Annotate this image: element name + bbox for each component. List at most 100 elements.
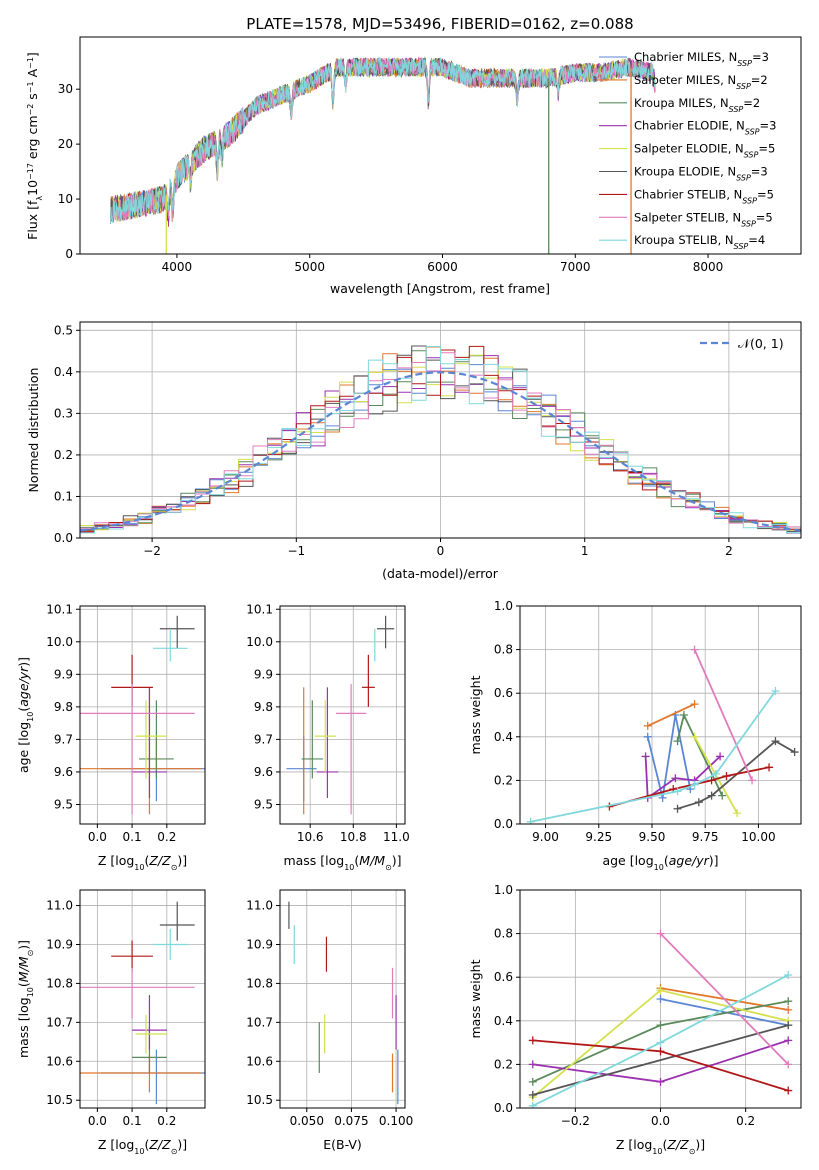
y-tick-label: 9.8 — [54, 700, 73, 714]
y-tick-label: 10.1 — [46, 602, 73, 616]
weight-marker-8 — [673, 787, 682, 796]
weight-marker-6 — [528, 1036, 537, 1045]
y-tick-label: 0.8 — [494, 643, 513, 657]
weight-marker-2 — [656, 1021, 665, 1030]
weight-marker-2 — [718, 791, 727, 800]
x-tick-label: 5000 — [294, 260, 325, 274]
y-tick-label: 0.4 — [494, 730, 513, 744]
y-tick-label: 0.2 — [494, 1057, 513, 1071]
plot-area — [80, 901, 205, 1105]
y-tick-label: 1.0 — [494, 883, 513, 897]
x-axis-label: Z [log10(Z/Z⊙)] — [616, 1137, 705, 1156]
x-axis-label-part: 10 — [344, 863, 354, 872]
y-tick-label: 11.0 — [246, 899, 273, 913]
y-tick-label: 0.0 — [494, 1101, 513, 1115]
plot-area — [80, 615, 205, 815]
x-tick-label: 9.50 — [639, 830, 666, 844]
x-axis-label-part: age/yr — [669, 853, 710, 868]
x-axis-label-part: )] — [177, 1137, 187, 1152]
weight-marker-3 — [641, 752, 650, 761]
axes-0: 4000 5000 6000 7000 8000 0 10 20 30 — [58, 36, 802, 274]
x-axis-label: wavelength [Angstrom, rest frame] — [330, 281, 550, 296]
y-tick-label: 9.7 — [54, 732, 73, 746]
x-tick-label: 9.25 — [585, 830, 612, 844]
x-axis-label-part: Z [log — [98, 853, 134, 868]
weight-marker-5 — [707, 791, 716, 800]
normal-curve — [80, 371, 801, 532]
x-axis-label: mass [log10(M/M⊙)] — [283, 853, 401, 872]
weight-marker-6 — [656, 1047, 665, 1056]
legend-label-part: =5 — [757, 187, 774, 201]
x-tick-label: 0.2 — [157, 830, 176, 844]
legend-label: Kroupa ELODIE, NSSP=3 — [634, 165, 768, 183]
x-axis-label-part: Z/Z — [666, 1137, 689, 1152]
weight-marker-1 — [784, 1005, 793, 1014]
y-axis-label-part: erg cm — [25, 116, 40, 164]
spectrum-line-8 — [110, 56, 656, 224]
y-tick-label: 1.0 — [494, 599, 513, 613]
weight-marker-5 — [784, 1021, 793, 1030]
y-tick-label: 30 — [58, 82, 73, 96]
weight-marker-8 — [711, 769, 720, 778]
legend-label-part: Kroupa ELODIE, N — [634, 165, 736, 179]
x-tick-label: 0.050 — [290, 1114, 324, 1128]
axes-frame-0 — [79, 36, 802, 255]
legend-label-part: =2 — [751, 73, 768, 87]
weight-marker-8 — [771, 687, 780, 696]
plot-area — [286, 615, 395, 815]
y-axis-label-part: 10 — [25, 180, 40, 196]
y-tick-label: 0.8 — [494, 927, 513, 941]
weight-marker-6 — [722, 772, 731, 781]
x-axis-label-part: )] — [695, 1137, 705, 1152]
weight-marker-3 — [656, 1077, 665, 1086]
x-axis-label-part: 10 — [134, 1147, 144, 1156]
axes-frame-4 — [519, 605, 802, 825]
x-axis-label-part: ( — [662, 1137, 667, 1152]
x-tick-label: 0.075 — [334, 1114, 368, 1128]
legend-label: Salpeter STELIB, NSSP=5 — [634, 210, 773, 228]
weight-line-0 — [660, 998, 789, 1027]
y-axis-label-part: −17 — [26, 163, 35, 180]
weight-marker-3 — [528, 1060, 537, 1069]
plot-area — [526, 645, 799, 824]
x-axis-label: Z [log10(Z/Z⊙)] — [98, 1137, 187, 1156]
plot-area — [528, 929, 793, 1108]
y-tick-label: 10.6 — [246, 1054, 273, 1068]
y-axis-label: mass weight — [468, 675, 483, 754]
y-tick-label: 10.7 — [46, 1015, 73, 1029]
x-axis-label-part: ( — [354, 853, 359, 868]
weight-line-7 — [693, 649, 753, 781]
y-axis-label-part: age/yr — [16, 666, 31, 707]
y-axis-label-part: 10 — [26, 987, 35, 997]
weight-line-0 — [646, 714, 692, 799]
y-tick-label: 10.7 — [246, 1015, 273, 1029]
y-tick-label: 0.0 — [494, 817, 513, 831]
figure-title: PLATE=1578, MJD=53496, FIBERID=0162, z=0… — [246, 15, 633, 33]
legend-label: Kroupa MILES, NSSP=2 — [634, 96, 760, 114]
y-tick-label: 9.6 — [54, 765, 73, 779]
legend-label: Chabrier STELIB, NSSP=5 — [634, 187, 774, 205]
spectrum-line-3 — [110, 57, 656, 225]
x-tick-label: 0.2 — [157, 1114, 176, 1128]
x-axis-label-part: 10 — [652, 1147, 662, 1156]
y-axis-label: mass weight — [468, 959, 483, 1038]
spectrum-line-7 — [110, 56, 656, 224]
x-axis-label-part: mass [log — [283, 853, 344, 868]
legend-label-part: SSP — [736, 81, 751, 90]
y-tick-label: 0.4 — [54, 365, 73, 379]
x-axis-label-part: 10 — [134, 863, 144, 872]
legend-label-part: =3 — [752, 50, 769, 64]
y-axis-label-part: −2 — [26, 104, 35, 116]
y-axis-label-part: ( — [16, 982, 31, 987]
x-axis-label-part: )] — [392, 853, 402, 868]
y-tick-label: 10.0 — [46, 635, 73, 649]
weight-marker-6 — [784, 1086, 793, 1095]
y-tick-label: 0 — [65, 247, 73, 261]
x-tick-label: −2 — [143, 544, 161, 558]
x-axis-label-part: age [log — [602, 853, 653, 868]
y-tick-label: 0.6 — [494, 686, 513, 700]
y-axis-label: mass [log10(M/M⊙)] — [16, 940, 35, 1058]
x-tick-label: 0.0 — [88, 830, 107, 844]
x-tick-label: 0.0 — [651, 1114, 670, 1128]
weight-marker-8 — [784, 971, 793, 980]
